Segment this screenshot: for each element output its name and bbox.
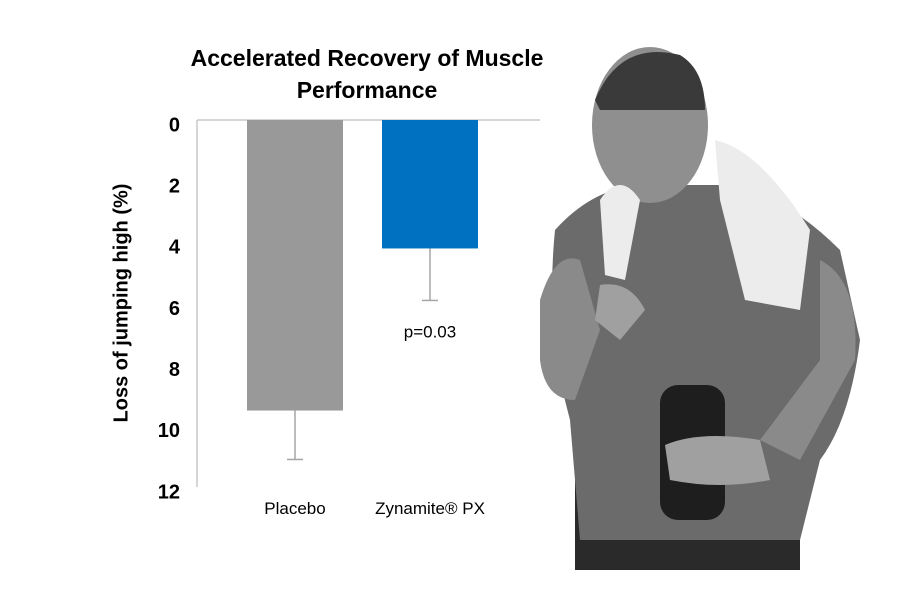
y-tick-label: 2 (169, 175, 180, 197)
y-tick-label: 12 (158, 481, 180, 503)
chart-title: Accelerated Recovery of Muscle Performan… (190, 45, 544, 103)
y-axis-label: Loss of jumping high (%) (110, 184, 132, 423)
y-tick-label: 0 (169, 114, 180, 136)
annotation: p=0.03 (404, 322, 456, 341)
x-tick-label: Zynamite® PX (375, 499, 485, 518)
photo (540, 47, 860, 570)
y-tick-label: 10 (158, 420, 180, 442)
bar (382, 120, 478, 249)
y-tick-label: 8 (169, 359, 180, 381)
x-tick-label: Placebo (264, 499, 326, 518)
bar (247, 120, 343, 411)
y-tick-label: 6 (169, 298, 180, 320)
y-tick-label: 4 (169, 237, 181, 259)
